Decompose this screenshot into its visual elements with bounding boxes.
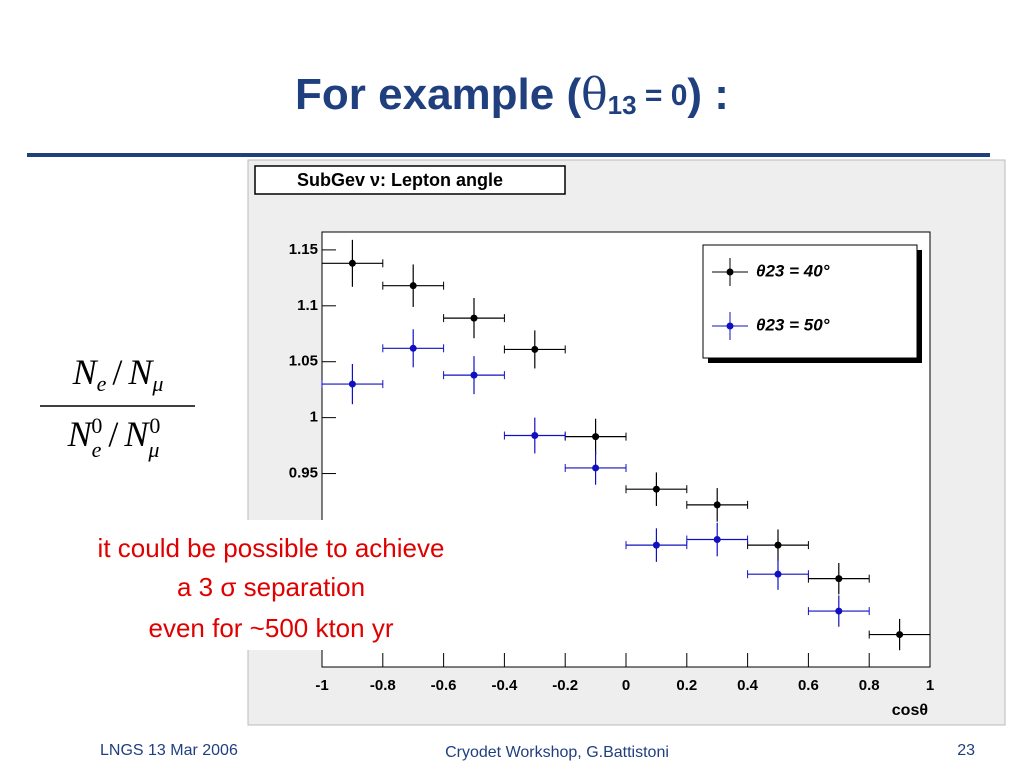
x-tick-label: 0.6: [798, 677, 819, 694]
x-tick-label: 0.2: [676, 677, 697, 694]
slash: /: [112, 352, 122, 392]
data-point: [774, 541, 782, 549]
x-tick-label: 0.8: [859, 677, 880, 694]
chart-title-box: [254, 165, 566, 195]
data-point: [774, 570, 782, 578]
data-point: [835, 575, 843, 583]
legend-marker: [726, 268, 734, 276]
title-text: For example (: [295, 70, 581, 119]
x-tick-label: -0.8: [370, 677, 396, 694]
x-tick-label: 1: [926, 677, 934, 694]
footer-right: 23: [957, 742, 975, 759]
x-tick-label: 0.4: [737, 677, 759, 694]
x-tick-label: -0.4: [491, 677, 518, 694]
x-tick-label: -0.6: [431, 677, 457, 694]
sym: N: [123, 414, 150, 454]
sub: μ: [147, 437, 159, 462]
x-tick-label: -0.2: [552, 677, 578, 694]
annotation: it could be possible to achieve: [98, 533, 445, 563]
y-tick-label: 1.1: [297, 297, 318, 314]
data-point: [348, 259, 356, 267]
x-axis-label: cosθ: [892, 702, 928, 719]
data-point: [531, 432, 539, 440]
sym: N: [127, 352, 154, 392]
formula: Ne / Nμ Ne0/Nμ0: [40, 352, 195, 462]
data-point: [409, 344, 417, 352]
title-sub: 13: [608, 90, 637, 120]
sub: μ: [151, 371, 163, 396]
legend-marker: [726, 322, 734, 330]
y-tick-label: 1.05: [289, 353, 318, 370]
sym: N: [67, 414, 94, 454]
data-point: [531, 345, 539, 353]
legend-label: θ23 = 40°: [756, 261, 830, 280]
title-theta: θ: [581, 69, 608, 120]
sub: e: [92, 437, 102, 462]
data-point: [652, 541, 660, 549]
numerator: Ne / Nμ: [72, 352, 164, 396]
annotation-box: [30, 520, 512, 650]
slide-title: For example (θ13 = 0) :: [295, 69, 729, 120]
data-point: [835, 607, 843, 615]
plot: 0.95 1 1.05 1.1 1.15 -1 -0.8 -0.6 -0.4 -0.2 0 0.2 0.…: [289, 239, 934, 694]
data-point: [592, 433, 600, 441]
y-tick-label: 0.95: [289, 465, 318, 482]
footer-center: Cryodet Workshop, G.Battistoni: [445, 744, 669, 761]
title-text: ) :: [687, 70, 729, 119]
chart-title: SubGev ν: Lepton angle: [297, 170, 503, 190]
title-text: = 0: [637, 79, 688, 112]
sup: 0: [149, 413, 160, 438]
legend-label: θ23 = 50°: [756, 315, 830, 334]
footer-left: LNGS 13 Mar 2006: [100, 742, 238, 759]
data-point: [470, 314, 478, 322]
denominator: Ne0/Nμ0: [67, 413, 161, 462]
y-tick-label: 1: [310, 409, 318, 426]
legend-box: [702, 244, 918, 359]
sub: e: [97, 371, 107, 396]
data-point: [348, 380, 356, 388]
sup: 0: [91, 413, 102, 438]
annotation: a 3 σ separation: [177, 572, 365, 602]
data-point: [652, 485, 660, 493]
data-point: [896, 631, 904, 639]
data-point: [713, 501, 721, 509]
sym: N: [72, 352, 99, 392]
x-tick-label: -1: [315, 677, 328, 694]
data-point: [409, 282, 417, 290]
data-point: [592, 464, 600, 472]
slash: /: [108, 414, 118, 454]
data-point: [713, 536, 721, 544]
annotation: even for ~500 kton yr: [149, 613, 394, 643]
x-tick-label: 0: [622, 677, 630, 694]
y-tick-label: 1.15: [289, 241, 318, 258]
data-point: [470, 371, 478, 379]
